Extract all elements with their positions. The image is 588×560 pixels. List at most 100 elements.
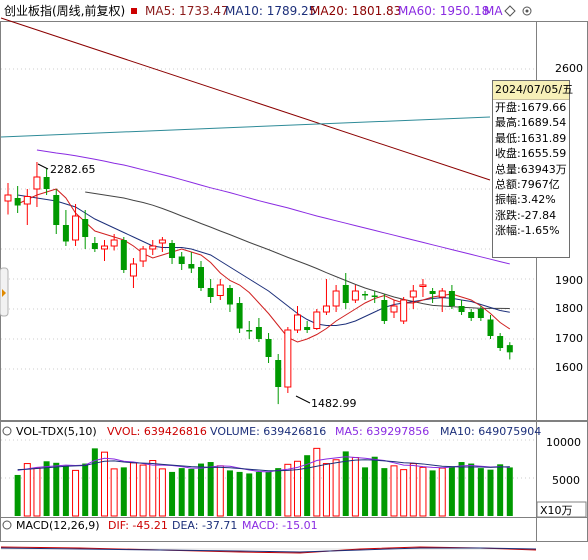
candle-body: [458, 306, 465, 312]
candle: [429, 288, 436, 303]
candle-body: [216, 284, 224, 296]
ma20-label: MA20: 1801.83: [310, 4, 401, 18]
volume-bar: [169, 471, 176, 516]
candle: [216, 279, 224, 300]
volume-bar: [313, 447, 321, 517]
info-amplitude: 振幅:3.42%: [495, 193, 556, 207]
volume-ma5-line: [17, 456, 510, 473]
candle: [158, 237, 166, 252]
candle-body: [169, 243, 176, 258]
candle: [246, 321, 253, 339]
candle-body: [158, 239, 166, 244]
info-open: 开盘:1679.66: [495, 101, 567, 114]
volume-bar: [246, 473, 253, 516]
candle-body: [265, 339, 272, 357]
volume-bar: [207, 462, 214, 516]
volume-bar: [458, 462, 465, 516]
candle: [400, 297, 408, 324]
candle-body: [4, 194, 12, 202]
volume-bar: [477, 468, 484, 516]
info-close: 收盘:1655.59: [495, 147, 567, 161]
candle: [33, 162, 41, 207]
settings-icon[interactable]: [2, 520, 12, 530]
candle-body: [506, 345, 513, 353]
candle-body: [53, 195, 60, 225]
candle: [284, 327, 292, 393]
vol-vvol-label: VVOL: 639426816: [107, 425, 207, 438]
ma-more-label: MA: [484, 4, 503, 18]
price-tick-1800: 1800: [555, 302, 583, 315]
candle: [477, 306, 484, 321]
info-date: 2024/07/05/五: [493, 81, 573, 100]
candle-body: [82, 219, 89, 237]
candle: [304, 321, 311, 333]
volume-bar: [419, 466, 427, 517]
scroll-handle[interactable]: [0, 267, 9, 317]
volume-bar: [429, 470, 436, 516]
volume-ma10-line: [17, 459, 510, 472]
info-amount: 总额:7967亿: [495, 178, 560, 192]
candle-body: [294, 314, 301, 331]
volume-bar: [265, 471, 272, 516]
candle-body: [236, 303, 243, 329]
candle: [139, 246, 147, 267]
candle: [265, 333, 272, 363]
candle-body: [477, 309, 484, 318]
candle: [101, 240, 108, 261]
volume-bar: [120, 467, 127, 516]
macd-dea-label: DEA: -37.71: [172, 519, 237, 532]
volume-bar: [362, 467, 369, 516]
price-tick-1900: 1900: [555, 274, 583, 287]
candle-body: [400, 299, 408, 322]
volume-bar: [438, 467, 446, 517]
info-low: 最低:1631.89: [495, 131, 567, 145]
info-change: 涨跌:-27.84: [495, 208, 557, 222]
candle: [226, 285, 233, 312]
vol-tick-5000: 5000: [552, 474, 580, 487]
candle-body: [322, 305, 330, 313]
ma60-label: MA60: 1950.18: [398, 4, 489, 18]
candle: [371, 291, 378, 303]
candle: [149, 240, 157, 255]
volume-bar: [43, 461, 50, 516]
volume-bar: [178, 468, 185, 516]
vol-tick-10000: 10000: [546, 436, 581, 449]
ma20-line: [85, 191, 510, 309]
volume-bar: [226, 470, 233, 516]
volume-bar: [381, 468, 388, 516]
candle-body: [33, 176, 41, 190]
volume-bar: [255, 471, 262, 516]
candle-body: [342, 285, 349, 303]
ma10-line: [17, 194, 510, 326]
diamond-icon[interactable]: [504, 5, 516, 17]
square-marker-icon: [131, 8, 137, 14]
candle-body: [149, 245, 157, 250]
candle: [207, 279, 214, 303]
settings-icon[interactable]: [2, 426, 12, 436]
volume-bar: [294, 460, 301, 517]
candle-body: [91, 243, 98, 249]
macd-title: MACD(12,26,9): [16, 519, 100, 532]
volume-bar: [275, 468, 282, 516]
candle: [351, 285, 359, 303]
candle-body: [284, 329, 292, 388]
candle: [342, 273, 349, 309]
high-marker-line: [37, 163, 49, 170]
volume-bar: [139, 464, 147, 517]
volume-bar: [62, 465, 69, 516]
volume-bar: [198, 463, 204, 516]
candle: [91, 237, 98, 252]
candle-body: [207, 288, 214, 297]
candle-body: [43, 177, 50, 189]
candle: [390, 300, 398, 318]
settings-icon[interactable]: [522, 6, 532, 16]
candle: [129, 258, 137, 288]
candle: [275, 354, 282, 405]
candle-body: [497, 336, 504, 348]
macd-dea-line: [0, 547, 537, 553]
macd-value-label: MACD: -15.01: [242, 519, 318, 532]
ma60-line: [36, 149, 510, 265]
macd-dif-label: DIF: -45.21: [108, 519, 168, 532]
volume-bar: [23, 463, 31, 517]
candle-body: [448, 291, 455, 306]
